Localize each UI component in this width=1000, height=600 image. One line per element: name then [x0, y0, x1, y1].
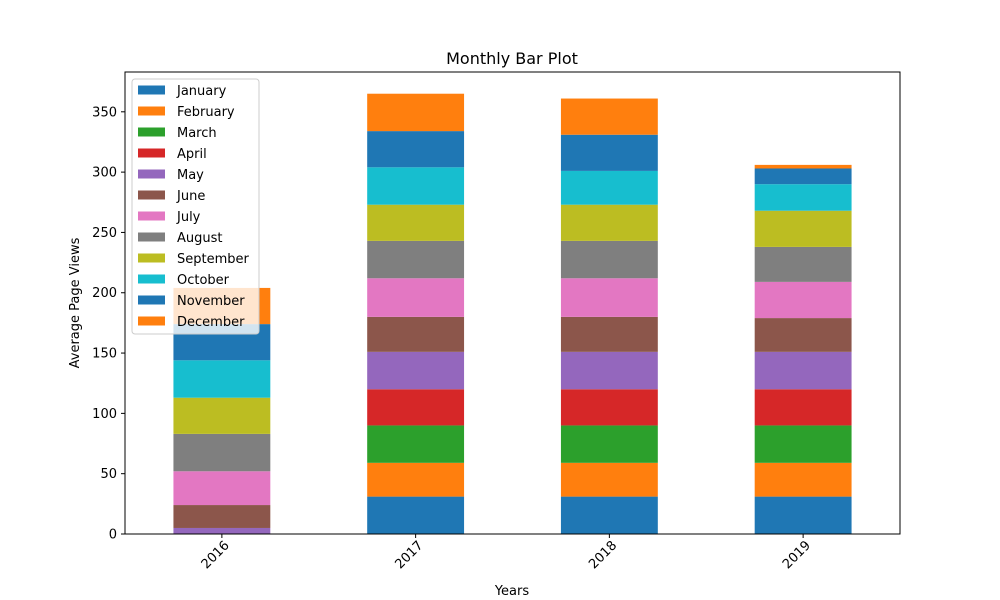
x-axis-label: Years [494, 584, 530, 599]
legend: January February March April May June July Augu… [131, 78, 260, 335]
bar-2019-march [754, 425, 852, 463]
bar-2017-november [367, 131, 465, 168]
legend-label: August [177, 231, 223, 246]
bar-2018-june [560, 316, 658, 352]
bar-2018-december [560, 98, 658, 135]
legend-swatch [138, 232, 165, 242]
legend-swatch [138, 274, 165, 284]
bar-2018-april [560, 389, 658, 426]
bar-2019-june [754, 318, 852, 352]
legend-label: December [177, 315, 245, 330]
bar-2018-march [560, 425, 658, 463]
legend-swatch [138, 148, 165, 158]
bar-2018-august [560, 240, 658, 279]
bar-2017-march [367, 425, 465, 463]
bar-2019-april [754, 389, 852, 426]
bar-2017-july [367, 278, 465, 317]
bar-2016-june [173, 505, 271, 528]
bar-2017-february [367, 462, 465, 497]
y-tick-label: 200 [92, 286, 117, 301]
legend-label: April [177, 147, 207, 162]
legend-swatch [138, 316, 165, 326]
bar-2018-september [560, 204, 658, 241]
legend-label: July [176, 210, 201, 225]
bar-2017-september [367, 204, 465, 241]
legend-swatch [138, 169, 165, 179]
x-tick-label: 2018 [586, 538, 620, 572]
legend-swatch [138, 190, 165, 200]
bar-2017-june [367, 316, 465, 352]
bar-2018-january [560, 496, 658, 534]
bar-2019-september [754, 210, 852, 247]
legend-label: March [177, 126, 217, 141]
bar-2019-july [754, 281, 852, 319]
legend-label: January [176, 84, 227, 99]
y-tick-label: 50 [100, 467, 117, 482]
y-tick-label: 100 [92, 407, 117, 422]
bar-2016-may [173, 527, 271, 534]
legend-label: February [177, 105, 235, 120]
bar-2019-november [754, 168, 852, 185]
bar-2017-october [367, 167, 465, 205]
x-axis: 2016 2017 2018 2019 [199, 534, 814, 572]
y-axis-label: Average Page Views [68, 237, 83, 368]
bars-layer [173, 93, 852, 534]
bar-2017-may [367, 351, 465, 390]
bar-2019-august [754, 246, 852, 282]
legend-label: September [177, 252, 250, 267]
legend-label: November [177, 294, 245, 309]
bar-2019-february [754, 462, 852, 497]
y-tick-label: 0 [109, 528, 117, 543]
bar-2016-september [173, 397, 271, 434]
legend-swatch [138, 295, 165, 305]
bar-2019-december [754, 164, 852, 169]
legend-swatch [138, 85, 165, 95]
x-tick-label: 2016 [199, 538, 233, 572]
bar-2017-april [367, 389, 465, 426]
y-axis: 0 50 100 150 200 250 300 350 [92, 105, 125, 543]
x-tick-label: 2017 [392, 538, 426, 572]
bar-2016-october [173, 360, 271, 398]
bar-2016-august [173, 433, 271, 472]
bar-2017-january [367, 496, 465, 534]
bar-2018-may [560, 351, 658, 390]
y-tick-label: 350 [92, 105, 117, 120]
legend-swatch [138, 211, 165, 221]
chart-title: Monthly Bar Plot [446, 49, 578, 68]
y-tick-label: 300 [92, 166, 117, 181]
bar-2018-july [560, 278, 658, 317]
legend-swatch [138, 106, 165, 116]
bar-2019-may [754, 351, 852, 390]
bar-2018-february [560, 462, 658, 497]
x-tick-label: 2019 [780, 538, 814, 572]
legend-swatch [138, 253, 165, 263]
bar-2018-november [560, 134, 658, 171]
y-tick-label: 150 [92, 347, 117, 362]
legend-label: October [177, 273, 230, 288]
bar-2019-january [754, 496, 852, 534]
legend-label: May [177, 168, 204, 183]
bar-2016-july [173, 471, 271, 506]
bar-2017-december [367, 93, 465, 132]
bar-2019-october [754, 184, 852, 211]
legend-box [131, 78, 260, 335]
bar-2017-august [367, 240, 465, 279]
legend-swatch [138, 127, 165, 137]
plot-frame [124, 71, 901, 535]
bar-2018-october [560, 170, 658, 205]
y-tick-label: 250 [92, 226, 117, 241]
legend-label: June [176, 189, 205, 204]
